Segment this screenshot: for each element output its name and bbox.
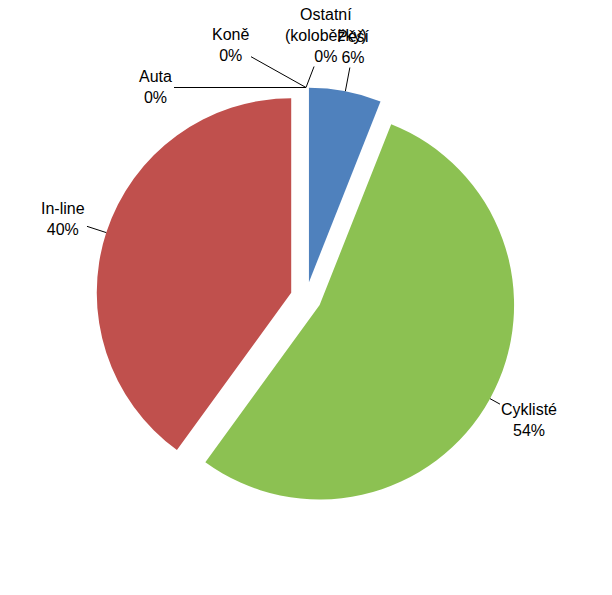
svg-text:Pěší6%: Pěší6% <box>337 28 370 66</box>
svg-text:Auta0%: Auta0% <box>139 68 172 106</box>
svg-text:In-line40%: In-line40% <box>41 200 85 238</box>
svg-text:Koně0%: Koně0% <box>212 26 249 64</box>
svg-text:Ostatní(koloběžky)0%: Ostatní(koloběžky)0% <box>285 6 367 65</box>
svg-text:Cyklisté54%: Cyklisté54% <box>501 401 557 439</box>
